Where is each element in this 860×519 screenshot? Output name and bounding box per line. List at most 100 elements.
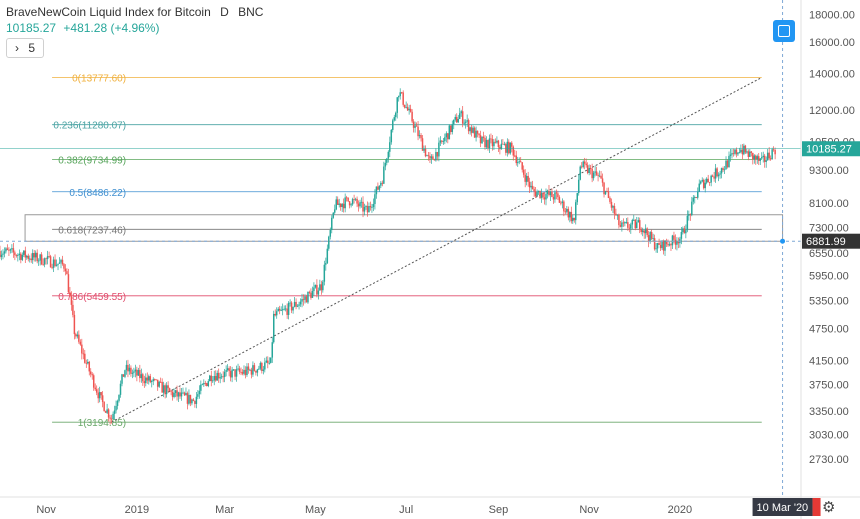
candle-body: [457, 118, 459, 123]
candle-body: [143, 381, 146, 384]
candle-body: [710, 175, 712, 183]
candle-body: [408, 108, 410, 111]
candle-body: [100, 392, 102, 396]
candle-body: [752, 152, 754, 160]
candle-body: [640, 229, 642, 232]
fit-screen-button[interactable]: [773, 20, 795, 42]
candle-body: [539, 190, 541, 198]
candle-body: [583, 161, 586, 164]
candle-body: [69, 292, 71, 297]
candle-body: [155, 379, 157, 381]
candle-body: [671, 235, 674, 246]
candle-body: [396, 97, 398, 113]
candle-body: [560, 202, 562, 204]
price-tick: 18000.00: [809, 9, 855, 21]
candle-body: [755, 155, 757, 160]
candle-body: [572, 217, 574, 222]
candle-body: [613, 205, 616, 214]
candle-body: [164, 385, 166, 395]
candle-body: [573, 217, 576, 221]
candle-body: [494, 141, 497, 143]
candle-body: [429, 155, 431, 159]
candle-body: [255, 370, 257, 373]
candle-body: [66, 271, 68, 275]
candle-body: [460, 111, 462, 114]
candle-body: [667, 244, 669, 246]
candle-body: [258, 368, 260, 370]
candle-body: [229, 371, 232, 378]
candle-body: [758, 156, 760, 161]
candle-body: [194, 400, 196, 404]
candle-body: [674, 239, 677, 245]
candle-body: [624, 222, 626, 224]
candle-body: [107, 409, 110, 418]
candle-body: [652, 238, 654, 239]
candle-body: [546, 190, 549, 195]
candle-body: [622, 222, 625, 224]
candle-body: [39, 254, 41, 261]
candle-body: [482, 136, 485, 139]
candle-body: [719, 173, 721, 175]
candle-body: [284, 308, 287, 310]
candle-body: [533, 189, 535, 192]
candle-body: [281, 309, 284, 311]
fib-level-label: 1(3194.85): [78, 418, 126, 429]
price-tick: 2730.00: [809, 454, 849, 466]
candle-body: [621, 222, 623, 227]
candle-body: [576, 193, 579, 203]
candle-body: [223, 371, 226, 378]
time-axis[interactable]: Nov2019MarMayJulSepNov2020Mar: [36, 504, 779, 516]
candle-body: [747, 151, 750, 157]
candle-body: [320, 284, 323, 291]
candle-body: [607, 191, 610, 198]
candle-body: [521, 162, 523, 170]
candle-body: [643, 230, 645, 234]
candle-body: [704, 182, 706, 189]
candle-body: [247, 366, 250, 370]
candle-body: [174, 390, 177, 393]
candle-body: [94, 387, 96, 390]
crosshair-date-tag-bg: [752, 498, 813, 516]
candle-body: [759, 158, 761, 161]
candle-body: [540, 192, 543, 198]
candle-body: [570, 211, 573, 222]
candle-body: [243, 369, 245, 374]
candle-body: [158, 381, 160, 387]
candle-body: [734, 149, 736, 154]
candle-body: [656, 243, 659, 249]
candle-body: [475, 130, 477, 138]
candle-body: [97, 392, 99, 399]
candle-body: [244, 369, 247, 376]
candle-body: [34, 252, 37, 258]
candle-body: [426, 155, 428, 157]
candle-body: [325, 263, 327, 265]
crosshair-price-tag-bg: [802, 233, 860, 249]
symbol-name[interactable]: BraveNewCoin Liquid Index for Bitcoin: [6, 5, 211, 19]
candle-body: [125, 364, 128, 371]
time-tick: Nov: [36, 504, 56, 516]
candle-body: [488, 138, 491, 149]
last-price: 10185.27: [6, 21, 57, 35]
candle-body: [447, 133, 449, 140]
candle-body: [165, 385, 168, 395]
candle-body: [536, 192, 538, 197]
candle-body: [372, 204, 375, 208]
candle-body: [341, 203, 343, 208]
candle-body: [119, 383, 122, 395]
candle-body: [424, 148, 427, 157]
gear-icon[interactable]: ⚙: [822, 499, 836, 516]
candle-body: [537, 190, 540, 193]
indicators-toggle[interactable]: › 5: [6, 38, 44, 58]
candle-body: [484, 138, 486, 148]
candle-body: [40, 254, 43, 265]
candle-body: [744, 145, 747, 153]
trend-line[interactable]: [111, 77, 762, 423]
fib-retracement[interactable]: 0(13777.60) 0.236(11280.07) 0.382(9734.99)…: [52, 74, 762, 430]
candle-body: [384, 162, 387, 167]
candle-body: [332, 212, 335, 218]
candle-body: [112, 413, 114, 420]
interval[interactable]: D: [220, 5, 229, 19]
candle-body: [235, 369, 238, 377]
candle-body: [0, 251, 1, 258]
